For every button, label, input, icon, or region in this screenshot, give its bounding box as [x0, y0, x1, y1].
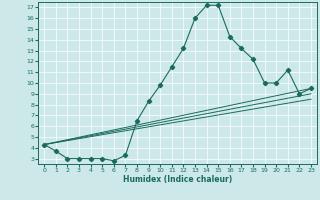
X-axis label: Humidex (Indice chaleur): Humidex (Indice chaleur): [123, 175, 232, 184]
